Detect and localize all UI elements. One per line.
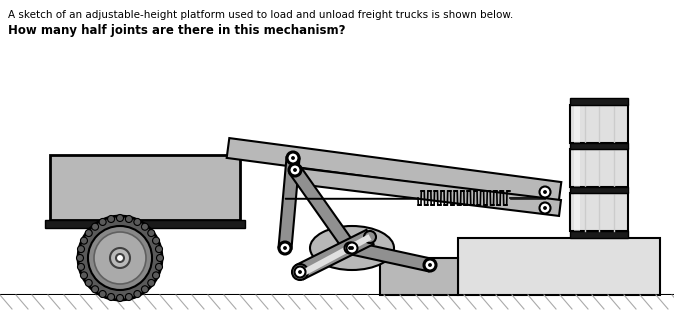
Circle shape	[295, 267, 305, 277]
Circle shape	[539, 186, 551, 197]
Bar	[570, 193, 628, 231]
Circle shape	[92, 223, 98, 230]
Polygon shape	[226, 138, 561, 202]
Polygon shape	[303, 234, 371, 275]
Circle shape	[92, 286, 98, 293]
Circle shape	[156, 263, 162, 270]
Ellipse shape	[310, 226, 394, 270]
Circle shape	[117, 215, 123, 222]
Polygon shape	[350, 242, 431, 271]
Bar	[570, 143, 628, 149]
Circle shape	[344, 242, 357, 255]
Circle shape	[125, 294, 132, 301]
Circle shape	[108, 216, 115, 223]
Circle shape	[288, 164, 301, 177]
Circle shape	[278, 242, 291, 255]
Circle shape	[77, 255, 84, 262]
Bar	[458, 238, 660, 295]
Circle shape	[156, 255, 164, 262]
Bar	[570, 149, 628, 187]
Bar	[574, 193, 580, 231]
Circle shape	[290, 165, 301, 176]
Circle shape	[78, 263, 84, 270]
Circle shape	[134, 291, 141, 298]
Circle shape	[125, 216, 132, 223]
Polygon shape	[278, 158, 299, 249]
Circle shape	[344, 243, 355, 254]
Circle shape	[428, 263, 432, 267]
Bar	[570, 187, 628, 193]
Circle shape	[142, 223, 148, 230]
Circle shape	[156, 246, 162, 253]
Bar	[570, 105, 628, 143]
Polygon shape	[290, 166, 355, 252]
Bar	[0, 295, 674, 317]
Text: A sketch of an adjustable-height platform used to load and unload freight trucks: A sketch of an adjustable-height platfor…	[8, 10, 513, 20]
Circle shape	[283, 246, 287, 250]
Circle shape	[364, 231, 376, 243]
Circle shape	[288, 152, 299, 164]
Bar	[574, 105, 580, 143]
Circle shape	[142, 286, 148, 293]
Bar	[380, 258, 458, 295]
Circle shape	[425, 260, 435, 270]
Circle shape	[286, 152, 299, 165]
Circle shape	[116, 254, 124, 262]
Circle shape	[110, 248, 130, 268]
Circle shape	[350, 246, 354, 250]
Bar	[574, 149, 580, 187]
Circle shape	[78, 246, 84, 253]
Circle shape	[117, 294, 123, 301]
Circle shape	[88, 226, 152, 290]
Circle shape	[423, 258, 437, 271]
Circle shape	[292, 264, 308, 280]
Bar	[50, 155, 240, 220]
Bar	[45, 220, 245, 228]
Circle shape	[99, 291, 106, 298]
Circle shape	[134, 218, 141, 225]
Bar	[570, 231, 628, 238]
Circle shape	[346, 243, 357, 254]
Circle shape	[293, 168, 297, 172]
Polygon shape	[297, 230, 373, 279]
Circle shape	[80, 272, 88, 279]
Circle shape	[148, 230, 155, 236]
Circle shape	[298, 270, 302, 274]
Circle shape	[152, 272, 160, 279]
Circle shape	[99, 218, 106, 225]
Circle shape	[543, 206, 547, 210]
Circle shape	[543, 190, 547, 194]
Circle shape	[78, 216, 162, 300]
Text: How many half joints are there in this mechanism?: How many half joints are there in this m…	[8, 24, 346, 37]
Circle shape	[348, 246, 352, 250]
Circle shape	[80, 237, 88, 244]
Circle shape	[148, 280, 155, 287]
Circle shape	[108, 294, 115, 301]
Circle shape	[539, 203, 551, 214]
Bar	[570, 98, 628, 105]
Circle shape	[291, 156, 295, 160]
Polygon shape	[289, 167, 561, 216]
Circle shape	[85, 280, 92, 287]
Circle shape	[85, 230, 92, 236]
Circle shape	[152, 237, 160, 244]
Circle shape	[94, 232, 146, 284]
Circle shape	[280, 243, 290, 254]
